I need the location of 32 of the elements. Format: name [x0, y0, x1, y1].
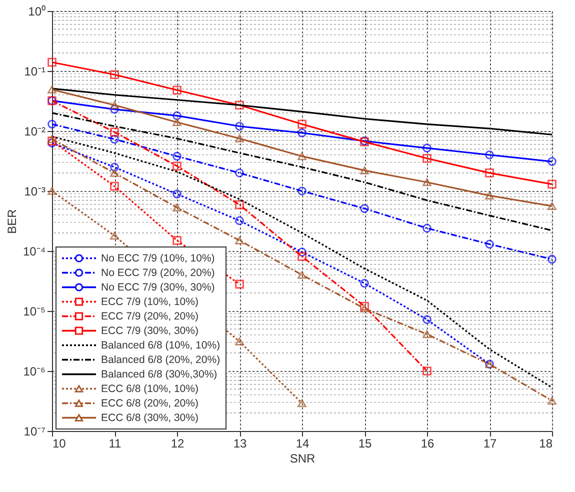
y-tick-label: 10⁻⁴	[22, 244, 46, 258]
x-tick-label: 11	[108, 436, 122, 450]
legend-label: ECC 6/8 (30%, 30%)	[101, 412, 198, 424]
legend-label: ECC 6/8 (10%, 10%)	[101, 382, 198, 395]
y-tick-label: 10⁻⁶	[23, 364, 46, 378]
legend-label: Balanced 6/8 (10%, 10%)	[101, 339, 220, 352]
legend-label: ECC 7/9 (10%, 10%)	[101, 296, 198, 308]
x-axis-title: SNR	[290, 452, 316, 466]
legend-label: ECC 7/9 (30%, 30%)	[101, 324, 198, 337]
legend-label: No ECC 7/9 (20%, 20%)	[101, 266, 215, 279]
x-tick-label: 18	[539, 436, 553, 450]
y-tick-label: 10⁻³	[24, 184, 46, 198]
legend-label: No ECC 7/9 (30%, 30%)	[101, 281, 215, 294]
x-tick-label: 15	[358, 436, 372, 450]
y-tick-label: 10⁻¹	[24, 64, 46, 78]
y-tick-label: 10⁻²	[24, 124, 46, 138]
x-tick-label: 17	[483, 436, 497, 450]
legend-label: No ECC 7/9 (10%, 10%)	[101, 252, 215, 264]
line-series	[52, 112, 552, 232]
legend-label: ECC 6/8 (20%, 20%)	[101, 397, 198, 410]
x-tick-label: 12	[170, 436, 184, 450]
y-axis-title: BER	[4, 208, 19, 234]
x-tick-label: 10	[52, 436, 66, 450]
legend-label: Balanced 6/8 (20%, 20%)	[101, 354, 220, 366]
legend-label: Balanced 6/8 (30%,30%)	[101, 368, 218, 380]
x-tick-label: 14	[296, 436, 310, 450]
x-tick-label: 16	[420, 436, 434, 450]
y-tick-label: 10⁻⁵	[23, 304, 46, 318]
y-tick-label: 10⁰	[28, 4, 46, 18]
y-tick-label: 10⁻⁷	[24, 424, 46, 438]
x-tick-label: 13	[233, 436, 247, 450]
legend-label: ECC 7/9 (20%, 20%)	[101, 310, 198, 322]
